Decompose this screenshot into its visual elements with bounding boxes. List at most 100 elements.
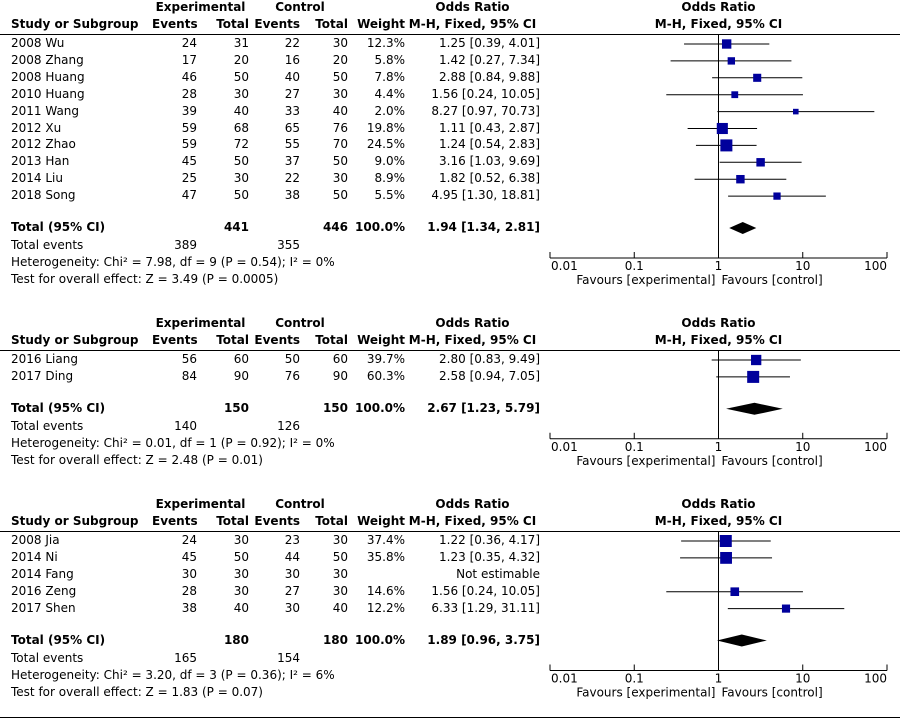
exp-total-cell: 30 — [233, 583, 249, 598]
or-ci-cell: 1.56 [0.24, 10.05] — [431, 583, 540, 598]
ctrl-events-cell: 23 — [284, 533, 300, 547]
study-name: 2014 Fang — [11, 566, 74, 581]
exp-events-header: Events — [152, 17, 198, 31]
study-name: 2018 Song — [11, 188, 76, 203]
point-estimate-square — [781, 604, 791, 613]
x-tick-label: 1 — [715, 440, 723, 454]
forest-odds-ratio-header: Odds Ratio — [681, 316, 756, 330]
odds-ratio-header: Odds Ratio — [435, 316, 510, 330]
or-ci-cell: 1.24 [0.54, 2.83] — [439, 137, 540, 152]
or-ci-cell: 1.56 [0.24, 10.05] — [431, 86, 540, 101]
total-ci-label: Total (95% CI) — [11, 632, 106, 647]
exp-events-cell: 24 — [181, 533, 197, 547]
experimental-header: Experimental — [155, 497, 246, 511]
study-name: 2008 Wu — [11, 36, 65, 50]
exp-events-header: Events — [152, 514, 198, 528]
forest-or-method-header: M-H, Fixed, 95% CI — [654, 333, 783, 347]
weight-header: Weight — [357, 514, 405, 528]
forest-odds-ratio-header: Odds Ratio — [681, 0, 756, 14]
exp-total-cell: 50 — [233, 188, 249, 203]
exp-events-cell: 39 — [181, 103, 197, 118]
or-method-header: M-H, Fixed, 95% CI — [408, 17, 537, 31]
x-tick-label: 0.1 — [625, 259, 644, 273]
point-estimate-square — [719, 535, 732, 547]
total-or-ci-cell: 1.94 [1.34, 2.81] — [427, 220, 540, 234]
ctrl-total-cell: 76 — [332, 120, 348, 135]
exp-total-cell: 30 — [233, 566, 249, 581]
ctrl-total-cell: 30 — [332, 171, 348, 186]
total-events-ctrl: 355 — [277, 238, 300, 252]
study-name: 2008 Zhang — [11, 52, 84, 67]
exp-events-header: Events — [152, 333, 198, 347]
x-tick-label: 10 — [795, 672, 810, 686]
ctrl-events-cell: 40 — [284, 69, 300, 84]
weight-cell: 60.3% — [366, 368, 405, 383]
ctrl-events-cell: 22 — [284, 36, 300, 50]
ctrl-events-header: Events — [254, 333, 300, 347]
point-estimate-square — [747, 370, 760, 383]
point-estimate-square — [721, 39, 732, 49]
total-ci-label: Total (95% CI) — [11, 220, 106, 234]
total-weight-cell: 100.0% — [355, 220, 405, 234]
weight-cell: 5.5% — [374, 188, 406, 203]
favours-control-label: Favours [control] — [722, 686, 823, 700]
or-ci-cell: 6.33 [1.29, 31.11] — [431, 600, 540, 615]
exp-total-cell: 40 — [233, 103, 249, 118]
total-or-ci-cell: 2.67 [1.23, 5.79] — [427, 400, 540, 415]
exp-total-cell: 40 — [233, 600, 249, 615]
weight-cell: 35.8% — [366, 549, 405, 564]
weight-cell: 37.4% — [366, 533, 405, 547]
study-name: 2008 Jia — [11, 533, 60, 547]
ctrl-events-cell: 16 — [284, 52, 300, 67]
ctrl-events-header: Events — [254, 17, 300, 31]
x-tick-label: 10 — [795, 259, 810, 273]
study-header: Study or Subgroup — [11, 17, 139, 31]
point-estimate-square — [720, 139, 733, 152]
exp-events-cell: 38 — [181, 600, 197, 615]
exp-events-cell: 84 — [181, 368, 197, 383]
total-events-exp: 389 — [174, 238, 197, 252]
ctrl-events-header: Events — [254, 514, 300, 528]
ctrl-events-cell: 38 — [284, 188, 300, 203]
or-ci-cell: 1.23 [0.35, 4.32] — [439, 549, 540, 564]
ctrl-total-header: Total — [315, 17, 348, 31]
study-name: 2012 Xu — [11, 120, 62, 135]
or-ci-cell: 1.22 [0.36, 4.17] — [439, 533, 540, 547]
header-rule — [0, 34, 900, 35]
point-estimate-square — [793, 108, 799, 115]
exp-total-cell: 50 — [233, 154, 249, 169]
ctrl-total-header: Total — [315, 333, 348, 347]
ctrl-events-cell: 65 — [284, 120, 300, 135]
point-estimate-square — [751, 354, 762, 366]
exp-events-cell: 59 — [181, 137, 197, 152]
ctrl-total-cell: 30 — [332, 36, 348, 50]
ctrl-events-cell: 30 — [284, 600, 300, 615]
pooled-diamond — [729, 222, 757, 234]
point-estimate-square — [730, 587, 740, 597]
exp-total-cell: 31 — [233, 36, 249, 50]
total-events-label: Total events — [11, 238, 84, 252]
point-estimate-square — [736, 174, 745, 184]
ctrl-total-cell: 40 — [332, 103, 348, 118]
odds-ratio-header: Odds Ratio — [435, 497, 510, 511]
exp-events-cell: 25 — [181, 171, 197, 186]
forest-or-method-header: M-H, Fixed, 95% CI — [654, 514, 783, 528]
exp-events-cell: 56 — [181, 352, 197, 366]
weight-cell: 9.0% — [374, 154, 406, 169]
x-tick-label: 0.01 — [551, 259, 578, 273]
odds-ratio-header: Odds Ratio — [435, 0, 510, 14]
or-method-header: M-H, Fixed, 95% CI — [408, 514, 537, 528]
weight-cell: 5.8% — [374, 52, 406, 67]
x-tick-label: 1 — [715, 672, 723, 686]
ctrl-events-cell: 76 — [284, 368, 300, 383]
header-rule — [0, 531, 900, 532]
ctrl-total-cell: 50 — [332, 549, 348, 564]
exp-events-cell: 28 — [181, 86, 197, 101]
total-weight-cell: 100.0% — [355, 400, 405, 415]
exp-total-cell: 90 — [233, 368, 249, 383]
study-name: 2010 Huang — [11, 86, 85, 101]
favours-experimental-label: Favours [experimental] — [576, 686, 715, 700]
ctrl-events-cell: 27 — [284, 86, 300, 101]
total-exp-cell: 441 — [223, 220, 249, 234]
study-name: 2017 Ding — [11, 368, 74, 383]
